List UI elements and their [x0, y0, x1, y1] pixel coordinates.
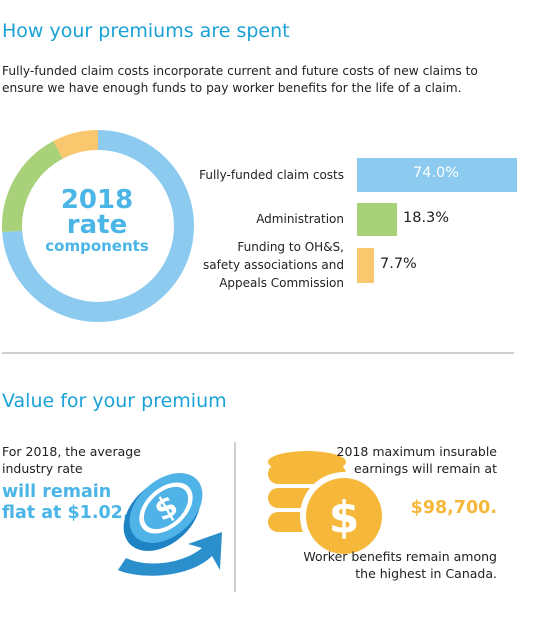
donut-label-rate: rate — [66, 210, 128, 240]
donut-slice — [53, 130, 98, 159]
section-title-premiums: How your premiums are spent — [2, 20, 290, 42]
donut-chart — [2, 130, 195, 322]
rate-statement-highlight: will remain flat at $1.02. — [2, 482, 130, 523]
max-earnings-text: 2018 maximum insurable earnings will rem… — [336, 444, 497, 476]
coin-stack-dollar-icon: $ — [262, 448, 392, 564]
section-divider — [2, 352, 514, 354]
intro-paragraph: Fully-funded claim costs incorporate cur… — [2, 64, 478, 95]
bar-category-label: Funding to OH&S, safety associations and A… — [203, 240, 344, 290]
max-earnings-value: $98,700. — [410, 498, 497, 518]
svg-text:$: $ — [329, 492, 360, 543]
bar-value-label: 74.0% — [413, 165, 460, 181]
spinning-dollar-coin-arrow-icon: $ — [100, 452, 230, 596]
vertical-divider — [234, 442, 236, 592]
donut-label-year: 2018 — [60, 185, 134, 215]
bar-value-label: 18.3% — [403, 209, 450, 226]
worker-benefits-text: Worker benefits remain among the highest… — [303, 549, 497, 581]
bar — [357, 158, 517, 192]
bar-category-label: Administration — [256, 212, 344, 226]
bar-value-label: 7.7% — [380, 255, 417, 272]
bar — [357, 248, 374, 283]
rate-statement-text: For 2018, the average industry rate — [2, 444, 141, 476]
rate-components-donut — [0, 128, 200, 332]
donut-slice — [2, 141, 63, 233]
donut-label-components: components — [45, 237, 149, 255]
bar-category-label: Fully-funded claim costs — [199, 168, 344, 182]
bar — [357, 203, 397, 236]
section-title-value: Value for your premium — [2, 390, 227, 412]
